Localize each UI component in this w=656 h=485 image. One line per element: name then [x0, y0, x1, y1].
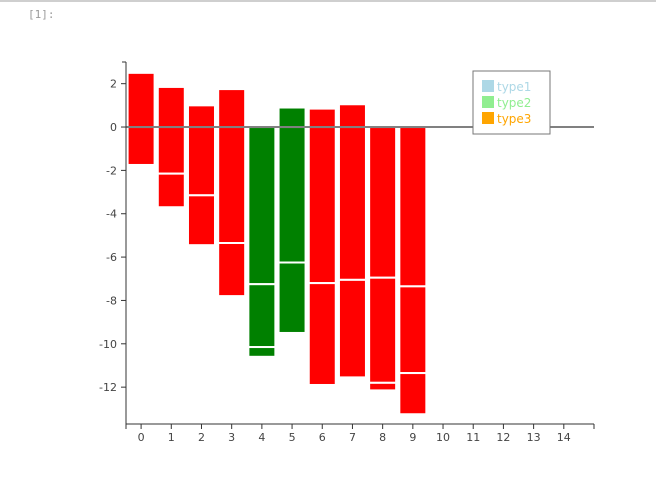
- bar-8-segment-1: [368, 126, 398, 279]
- bar-3-segment-3: [217, 242, 247, 298]
- bar-1-segment-2: [156, 126, 186, 175]
- bars-layer: [126, 71, 428, 416]
- bar-5-segment-2: [277, 126, 307, 264]
- x-tick-label: 1: [168, 431, 175, 444]
- bar-4-segment-2: [247, 283, 277, 349]
- bar-7-segment-1: [337, 103, 367, 129]
- bar-9-segment-3: [398, 372, 428, 416]
- axes-layer: 20-2-4-6-8-10-120 1 2 3 4 5 6 7 8 9 10 11 12 13 14: [99, 61, 595, 444]
- legend-label-type2: type2: [497, 96, 531, 110]
- y-tick-label: -8: [106, 294, 117, 307]
- x-tick-label: 4: [258, 431, 265, 444]
- x-tick-label: 7: [349, 431, 356, 444]
- y-tick-label: 2: [110, 78, 117, 91]
- bar-1-segment-1: [156, 85, 186, 129]
- y-tick-label: -12: [99, 381, 117, 394]
- bar-2-segment-2: [186, 126, 216, 197]
- y-tick-label: -2: [106, 164, 117, 177]
- y-tick-label: 0: [110, 121, 117, 134]
- x-tick-label: 13: [527, 431, 541, 444]
- x-tick-label: 10: [436, 431, 450, 444]
- x-tick-label: 8: [379, 431, 386, 444]
- bar-3-segment-2: [217, 126, 247, 244]
- bar-4-segment-3: [247, 346, 277, 358]
- x-tick-label: 3: [228, 431, 235, 444]
- y-tick-label: -6: [106, 251, 117, 264]
- legend-swatch-type1: [482, 80, 494, 92]
- cell-prompt: [1]:: [28, 8, 55, 21]
- bar-6-segment-3: [307, 282, 337, 386]
- bar-0-segment-2: [126, 126, 156, 166]
- cell-top-border: [0, 0, 656, 2]
- legend-swatch-type2: [482, 96, 494, 108]
- bar-5-segment-3: [277, 261, 307, 334]
- bar-3-segment-1: [217, 88, 247, 129]
- bar-9-segment-1: [398, 126, 428, 288]
- legend-label-type1: type1: [497, 80, 531, 94]
- bar-6-segment-2: [307, 126, 337, 285]
- x-tick-label: 9: [409, 431, 416, 444]
- bar-5-segment-1: [277, 106, 307, 129]
- x-tick-label: 5: [289, 431, 296, 444]
- legend: type1 type2 type3: [472, 70, 551, 135]
- y-tick-label: -10: [99, 338, 117, 351]
- bar-9-segment-2: [398, 285, 428, 375]
- x-tick-label: 0: [138, 431, 145, 444]
- legend-swatch-type3: [482, 112, 494, 124]
- legend-label-type3: type3: [497, 112, 531, 126]
- y-tick-label: -4: [106, 208, 117, 221]
- bar-8-segment-2: [368, 276, 398, 384]
- bar-4-segment-1: [247, 126, 277, 286]
- bar-0-segment-1: [126, 71, 156, 129]
- bar-7-segment-2: [337, 126, 367, 281]
- bar-2-segment-3: [186, 194, 216, 247]
- x-tick-label: 11: [466, 431, 480, 444]
- x-tick-label: 6: [319, 431, 326, 444]
- bar-8-segment-3: [368, 381, 398, 392]
- x-tick-label: 12: [496, 431, 510, 444]
- bar-1-segment-3: [156, 172, 186, 209]
- bar-6-segment-1: [307, 107, 337, 129]
- x-tick-label: 14: [557, 431, 571, 444]
- x-tick-label: 2: [198, 431, 205, 444]
- bar-2-segment-1: [186, 104, 216, 129]
- bar-7-segment-3: [337, 278, 367, 379]
